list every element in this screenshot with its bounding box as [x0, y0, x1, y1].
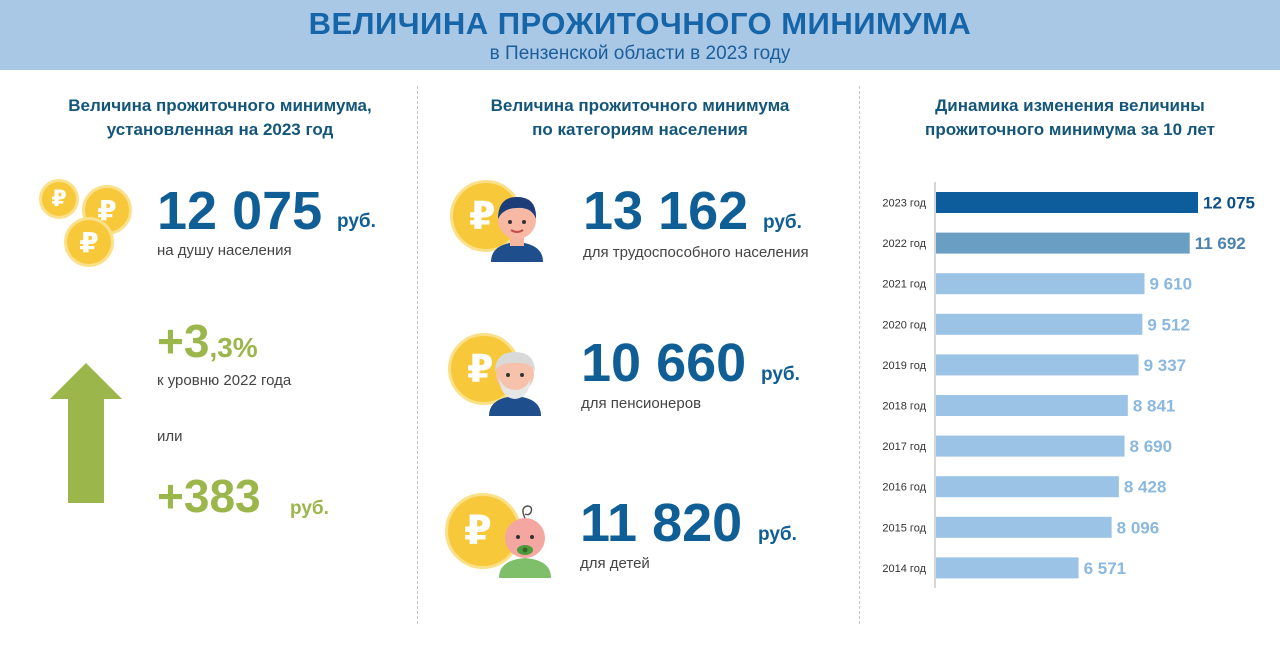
- bar: [936, 516, 1112, 538]
- page-title: ВЕЛИЧИНА ПРОЖИТОЧНОГО МИНИМУМА: [308, 6, 972, 41]
- child-value: 11 820: [580, 493, 743, 553]
- bar: [936, 395, 1128, 416]
- bar-category-label: 2017 год: [882, 441, 926, 453]
- bar-category-label: 2015 год: [882, 522, 926, 534]
- ruble-coin-icon: ₽: [39, 179, 79, 219]
- bar: [936, 354, 1139, 376]
- pensioner-value: 10 660: [581, 333, 747, 393]
- bar: [936, 435, 1125, 457]
- per-capita-unit: руб.: [337, 211, 376, 232]
- middle-heading-line1: Величина прожиточного минимума: [490, 96, 790, 115]
- bar-value-label: 9 512: [1147, 315, 1190, 334]
- middle-column-heading: Величина прожиточного минимума по катего…: [430, 94, 850, 142]
- growth-percent-big: +3: [157, 315, 210, 367]
- pensioner-unit: руб.: [761, 364, 800, 385]
- middle-heading-line2: по категориям населения: [532, 120, 748, 139]
- pensioner-caption: для пенсионеров: [581, 395, 702, 412]
- bar-value-label: 6 571: [1084, 559, 1127, 578]
- bar: [936, 313, 1143, 335]
- worker-unit: руб.: [763, 212, 802, 233]
- ruble-coin-icon: ₽: [64, 217, 114, 267]
- growth-percent-small: ,3%: [209, 332, 258, 363]
- bar-value-label: 12 075: [1203, 194, 1255, 213]
- left-heading-line2: установленная на 2023 год: [106, 120, 334, 139]
- column-divider-left: [417, 86, 418, 624]
- bar-category-label: 2014 год: [882, 563, 926, 575]
- baby-avatar-icon: [499, 505, 551, 578]
- left-column-heading: Величина прожиточного минимума, установл…: [20, 94, 420, 142]
- dynamics-bar-chart: 2023 год 12 075 2022 год 11 692 2021 год 9 61…: [882, 182, 1255, 588]
- right-heading-line2: прожиточного минимума за 10 лет: [925, 120, 1215, 139]
- pensioner-avatar-icon: [489, 352, 541, 416]
- bar: [936, 273, 1145, 295]
- bar-value-label: 8 690: [1130, 437, 1173, 456]
- right-heading-line1: Динамика изменения величины: [935, 96, 1205, 115]
- per-capita-value: 12 075: [157, 181, 323, 241]
- bar-category-label: 2023 год: [882, 198, 926, 210]
- bar-value-label: 9 610: [1150, 275, 1193, 294]
- arrow-up-icon: [50, 363, 122, 503]
- bar: [936, 476, 1119, 498]
- bar-category-label: 2018 год: [882, 401, 926, 413]
- bar-category-label: 2019 год: [882, 360, 926, 372]
- bar-value-label: 9 337: [1144, 356, 1187, 375]
- per-capita-caption: на душу населения: [157, 242, 292, 259]
- column-divider-right: [859, 86, 860, 624]
- child-caption: для детей: [580, 555, 650, 572]
- growth-caption: к уровню 2022 года: [157, 372, 292, 389]
- page-subtitle: в Пензенской области в 2023 году: [489, 43, 791, 64]
- bar-value-label: 8 841: [1133, 397, 1176, 416]
- bar: [936, 232, 1190, 254]
- bar: [936, 557, 1079, 579]
- bar-category-label: 2022 год: [882, 238, 926, 250]
- worker-value: 13 162: [583, 181, 749, 241]
- worker-caption: для трудоспособного населения: [583, 244, 809, 261]
- worker-avatar-icon: [491, 197, 543, 262]
- bar-value-label: 8 096: [1117, 518, 1160, 537]
- right-column-heading: Динамика изменения величины прожиточного…: [870, 94, 1270, 142]
- header-banner: ВЕЛИЧИНА ПРОЖИТОЧНОГО МИНИМУМА в Пензенс…: [0, 0, 1280, 70]
- growth-percent: +3,3%: [157, 316, 258, 373]
- growth-absolute-value: +383: [157, 470, 261, 522]
- bar: [936, 192, 1198, 213]
- bar-value-label: 11 692: [1195, 234, 1246, 253]
- left-heading-line1: Величина прожиточного минимума,: [68, 96, 372, 115]
- bar-category-label: 2016 год: [882, 482, 926, 494]
- or-text: или: [157, 428, 183, 445]
- bar-value-label: 8 428: [1124, 478, 1167, 497]
- growth-absolute-unit: руб.: [290, 498, 329, 519]
- bar-category-label: 2021 год: [882, 279, 926, 291]
- bar-category-label: 2020 год: [882, 319, 926, 331]
- child-unit: руб.: [758, 524, 797, 545]
